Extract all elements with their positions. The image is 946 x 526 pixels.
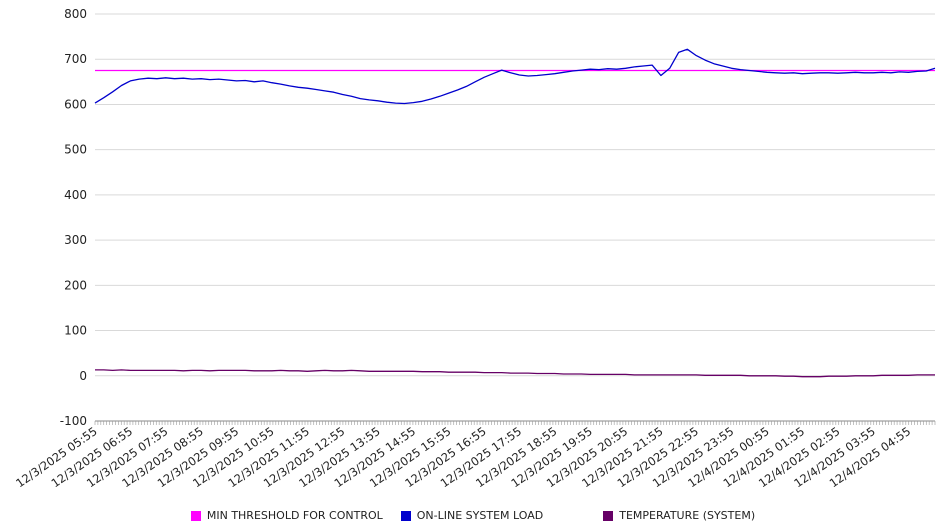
legend-swatch-system-load: [400, 510, 411, 521]
legend-label-min-threshold: MIN THRESHOLD FOR CONTROL: [206, 509, 383, 522]
legend-swatch-min-threshold: [190, 510, 201, 521]
svg-text:500: 500: [64, 143, 87, 157]
legend-item-min-threshold: MIN THRESHOLD FOR CONTROL: [190, 509, 383, 522]
svg-text:-100: -100: [60, 414, 87, 428]
svg-text:200: 200: [64, 278, 87, 292]
legend-item-system-load: ON-LINE SYSTEM LOAD: [400, 509, 544, 522]
legend-item-temperature: TEMPERATURE (SYSTEM): [603, 509, 755, 522]
svg-text:300: 300: [64, 233, 87, 247]
svg-text:0: 0: [79, 369, 87, 383]
svg-text:800: 800: [64, 7, 87, 21]
svg-text:600: 600: [64, 97, 87, 111]
svg-text:400: 400: [64, 188, 87, 202]
svg-text:100: 100: [64, 324, 87, 338]
legend-label-temperature: TEMPERATURE (SYSTEM): [619, 509, 756, 522]
chart-legend: MIN THRESHOLD FOR CONTROL ON-LINE SYSTEM…: [0, 509, 946, 522]
svg-text:700: 700: [64, 52, 87, 66]
legend-swatch-temperature: [603, 510, 614, 521]
legend-label-system-load: ON-LINE SYSTEM LOAD: [416, 509, 544, 522]
